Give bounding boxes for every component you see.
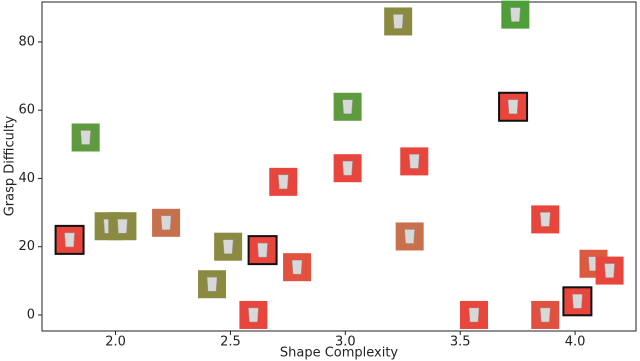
object-marker [214, 232, 243, 261]
y-tick-label: 60 [18, 103, 35, 118]
x-tick-label: 4.0 [565, 335, 586, 350]
object-marker [269, 167, 298, 196]
x-tick-label: 3.0 [335, 335, 356, 350]
x-tick-label: 3.5 [450, 335, 471, 350]
object-marker [501, 0, 530, 29]
object-marker [595, 256, 624, 285]
object-marker [384, 7, 413, 36]
x-tick-label: 2.5 [220, 335, 241, 350]
object-marker [333, 154, 362, 183]
object-icon [510, 7, 521, 22]
object-marker [239, 300, 268, 329]
y-tick-label: 20 [18, 239, 35, 254]
object-icon [80, 130, 91, 145]
y-tick-label: 0 [27, 307, 35, 322]
object-icon [64, 232, 75, 248]
object-icon [539, 212, 551, 227]
object-marker [460, 300, 488, 329]
object-icon [160, 215, 172, 231]
object-marker [108, 212, 137, 241]
y-tick-label: 40 [18, 171, 35, 186]
object-icon [248, 307, 259, 323]
object-icon [342, 160, 353, 176]
x-tick-label: 2.0 [105, 335, 126, 350]
object-marker [531, 300, 560, 329]
object-marker [54, 224, 85, 255]
y-tick-label: 80 [18, 34, 35, 49]
object-icon [408, 154, 420, 169]
object-marker [283, 253, 312, 282]
object-marker [498, 91, 529, 122]
object-icon [278, 174, 289, 190]
object-icon [604, 263, 615, 278]
object-marker [333, 92, 362, 121]
object-marker [247, 235, 278, 266]
object-icon [404, 229, 415, 244]
object-icon [539, 307, 551, 323]
object-icon [572, 294, 583, 309]
object-icon [507, 99, 519, 115]
object-icon [291, 259, 303, 275]
object-icon [392, 14, 404, 29]
plot-frame [41, 1, 637, 332]
object-marker [198, 270, 227, 299]
object-marker [395, 222, 424, 251]
object-marker [531, 205, 560, 234]
object-icon [342, 99, 353, 115]
object-icon [206, 276, 218, 292]
object-icon [468, 307, 480, 323]
object-icon [257, 242, 268, 258]
object-marker [71, 123, 100, 152]
object-marker [400, 147, 429, 176]
object-icon [117, 218, 128, 234]
object-marker [562, 286, 593, 317]
object-icon [222, 239, 234, 254]
x-axis-label: Shape Complexity [280, 346, 399, 361]
object-marker [152, 208, 181, 237]
y-axis-label: Grasp Difficulty [3, 115, 18, 216]
